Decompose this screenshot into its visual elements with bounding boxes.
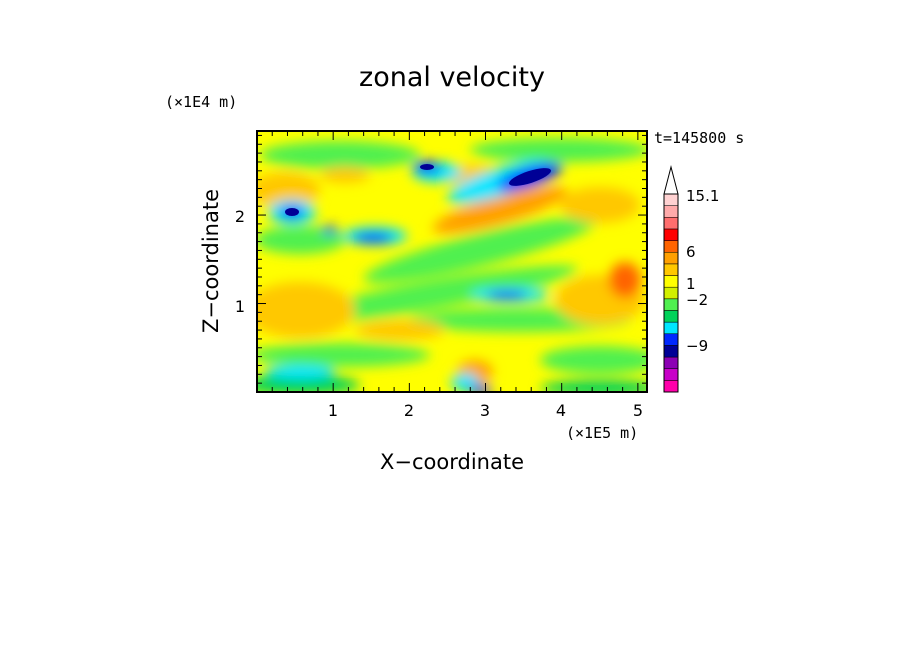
y-axis-label: Z−coordinate: [199, 189, 223, 333]
x-tick-label: 4: [556, 401, 566, 420]
colorbar-box: [663, 228, 679, 241]
jet-core: [508, 168, 552, 186]
colorbar-label: 6: [686, 243, 696, 261]
colorbar: 15.1 6 1 −2 −9: [663, 165, 719, 393]
colorbar-label: −9: [686, 337, 708, 355]
colorbar-max-triangle: [663, 165, 679, 195]
colorbar-frame: [663, 193, 679, 393]
x-tick-label: 1: [328, 401, 338, 420]
contour-field: [257, 131, 647, 392]
x-tick-labels: 1 2 3 4 5: [328, 401, 643, 420]
field-blobs: [257, 138, 647, 392]
colorbar-box: [663, 345, 679, 358]
colorbar-box: [663, 217, 679, 230]
colorbar-box: [663, 380, 679, 393]
colorbar-box: [663, 298, 679, 311]
x-tick-label: 5: [633, 401, 643, 420]
x-axis-label: X−coordinate: [380, 450, 524, 474]
colorbar-box: [663, 321, 679, 335]
colorbar-box: [663, 356, 679, 369]
colorbar-box: [663, 251, 679, 265]
x-unit-label: (×1E5 m): [566, 424, 638, 442]
tick-marks: [257, 131, 647, 392]
x-tick-label: 3: [480, 401, 490, 420]
colorbar-box: [663, 368, 679, 381]
colorbar-box: [663, 240, 679, 253]
y-tick-labels: 1 2: [235, 207, 245, 316]
jet-core-3: [420, 164, 434, 170]
colorbar-box: [663, 193, 679, 206]
plot-frame: [256, 130, 648, 393]
colorbar-box: [663, 205, 679, 218]
y-tick-label: 1: [235, 297, 245, 316]
y-unit-label: (×1E4 m): [165, 93, 237, 111]
colorbar-label: −2: [686, 291, 708, 309]
y-tick-label: 2: [235, 207, 245, 226]
time-label: t=145800 s: [654, 129, 744, 147]
x-tick-label: 2: [404, 401, 414, 420]
colorbar-box: [663, 286, 679, 300]
jet-core-2: [285, 208, 299, 216]
colorbar-box: [663, 333, 679, 346]
colorbar-label: 1: [686, 275, 696, 293]
colorbar-box: [663, 263, 679, 276]
colorbar-box: [663, 275, 679, 288]
colorbar-label: 15.1: [686, 187, 719, 205]
colorbar-boxes: [663, 193, 679, 393]
colorbar-box: [663, 310, 679, 323]
chart-title: zonal velocity: [359, 62, 545, 93]
